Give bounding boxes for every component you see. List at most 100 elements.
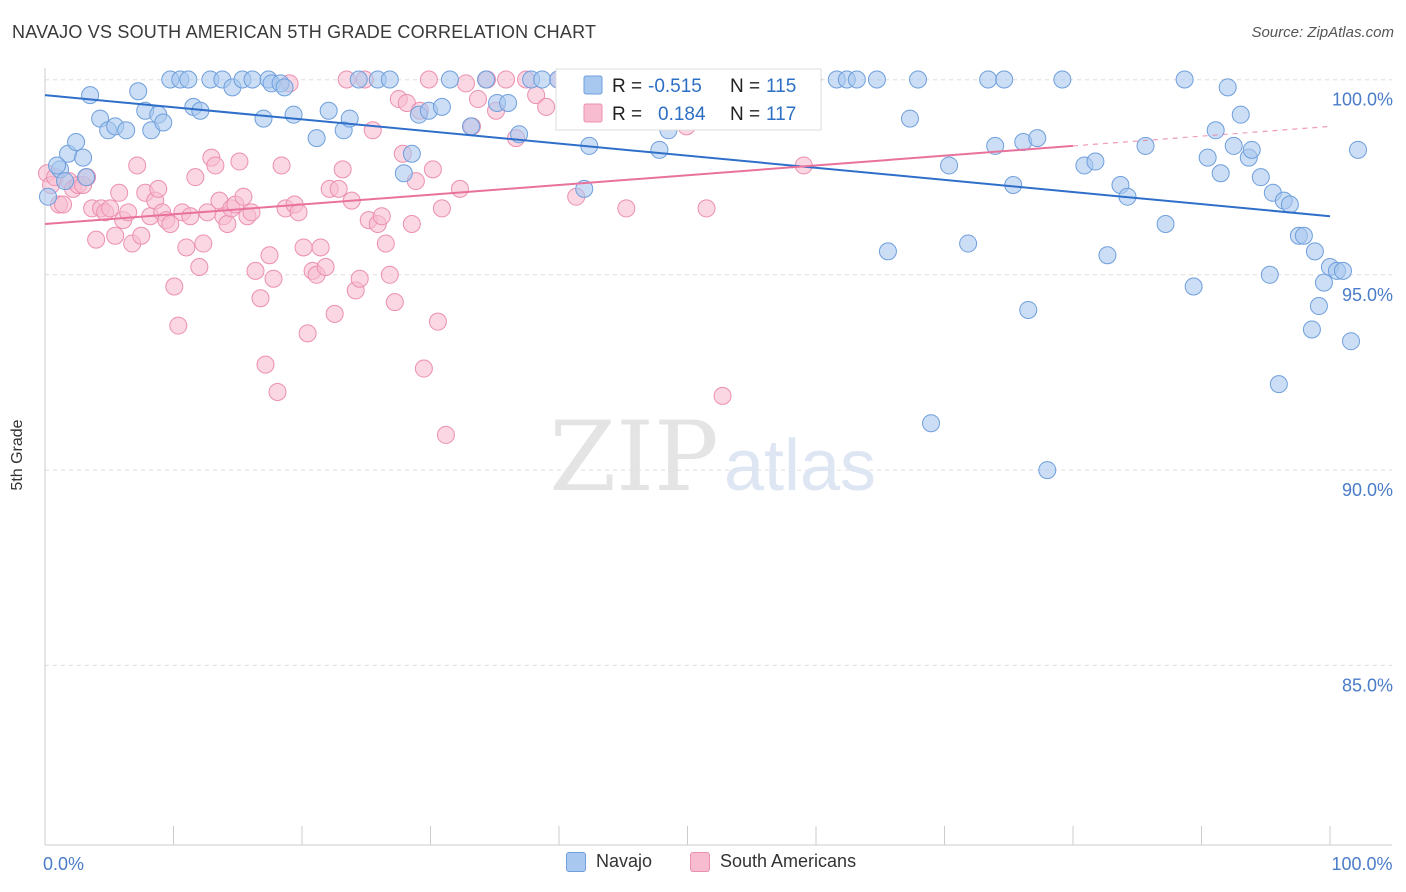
south-americans-point [87,230,106,249]
navajo-point [1309,297,1328,316]
south-trend-line [44,144,1074,226]
south-americans-point [54,195,73,214]
south-americans-point [256,355,275,374]
navajo-point [1156,215,1175,234]
south-americans-point [697,199,716,218]
trend-lines [44,94,1331,226]
navajo-point [979,70,998,89]
south-americans-point [497,70,516,89]
navajo-point [432,97,451,116]
navajo-point [909,70,928,89]
legend-item-south-americans: South Americans [690,851,856,872]
navajo-point [1211,164,1230,183]
south-americans-point [272,156,291,175]
legend-swatch-navajo-bottom [566,851,586,872]
south-americans-point [132,226,151,245]
south-americans-point [432,199,451,218]
south-americans-point [380,265,399,284]
navajo-point [1305,242,1324,261]
navajo-point [319,101,338,120]
south-americans-point [181,207,200,226]
navajo-point [922,414,941,433]
navajo-point [1136,136,1155,155]
navajo-point [650,140,669,159]
south-americans-point [206,156,225,175]
stats-legend: R = -0.515 N = 115 R = 0.184 N = 117 [555,68,822,131]
south-americans-point [289,203,308,222]
navajo-points [39,70,1368,480]
south-americans-point [260,246,279,265]
navajo-point [307,129,326,148]
navajo-point [995,70,1014,89]
south-americans-point [268,382,287,401]
navajo-point [1231,105,1250,124]
navajo-point [440,70,459,89]
navajo-point [878,242,897,261]
navajo-point [575,179,594,198]
chart-title: NAVAJO VS SOUTH AMERICAN 5TH GRADE CORRE… [12,22,597,42]
south-americans-point [713,386,732,405]
south-americans-point [402,215,421,234]
south-americans-point [251,289,270,308]
navajo-point [499,93,518,112]
south-americans-point [230,152,249,171]
navajo-point [959,234,978,253]
navajo-point [1242,140,1261,159]
y-tick-label: 95.0% [1342,285,1393,305]
legend-swatch-navajo [583,75,603,95]
navajo-point [1333,261,1352,280]
south-americans-point [468,90,487,109]
watermark-atlas: atlas [724,426,876,506]
navajo-point [117,121,136,140]
x-tick-label: 100.0% [1331,854,1392,874]
south-americans-point [397,93,416,112]
navajo-point [1098,246,1117,265]
source-credit: Source: ZipAtlas.com [1251,24,1394,41]
legend-r-label-south: R = [612,104,642,125]
navajo-point [1280,195,1299,214]
navajo-point [1206,121,1225,140]
south-americans-point [350,269,369,288]
navajo-point [275,78,294,97]
watermark: ZIP atlas [549,401,876,513]
south-americans-point [363,121,382,140]
south-americans-point [161,215,180,234]
south-americans-point [316,257,335,276]
navajo-point [940,156,959,175]
series-legend: Navajo South Americans [0,851,1406,877]
navajo-point [867,70,886,89]
navajo-point [1294,226,1313,245]
legend-n-value-navajo: 115 [766,76,796,97]
navajo-point [1260,265,1279,284]
south-americans-point [385,293,404,312]
south-americans-point [294,238,313,257]
legend-r-value-navajo: -0.515 [648,76,702,97]
legend-r-label-navajo: R = [612,76,642,97]
navajo-point [1341,332,1360,351]
south-americans-point [128,156,147,175]
legend-swatch-south-americans [583,103,603,123]
south-americans-point [423,160,442,179]
navajo-point [1198,148,1217,167]
navajo-point [1053,70,1072,89]
navajo-point [129,82,148,101]
south-americans-point [165,277,184,296]
navajo-point [1302,320,1321,339]
south-americans-point [194,234,213,253]
south-trend-extension [1072,125,1331,147]
navajo-point [1175,70,1194,89]
south-americans-point [436,425,455,444]
navajo-point [39,187,58,206]
y-tick-label: 100.0% [1332,90,1393,110]
legend-label-south-americans: South Americans [720,851,857,871]
south-americans-point [177,238,196,257]
south-americans-point [218,215,237,234]
legend-n-value-south: 117 [766,104,796,125]
navajo-point [461,117,480,136]
navajo-point [1028,129,1047,148]
south-americans-point [298,324,317,343]
navajo-point [847,70,866,89]
navajo-point [67,133,86,152]
south-americans-point [537,97,556,116]
